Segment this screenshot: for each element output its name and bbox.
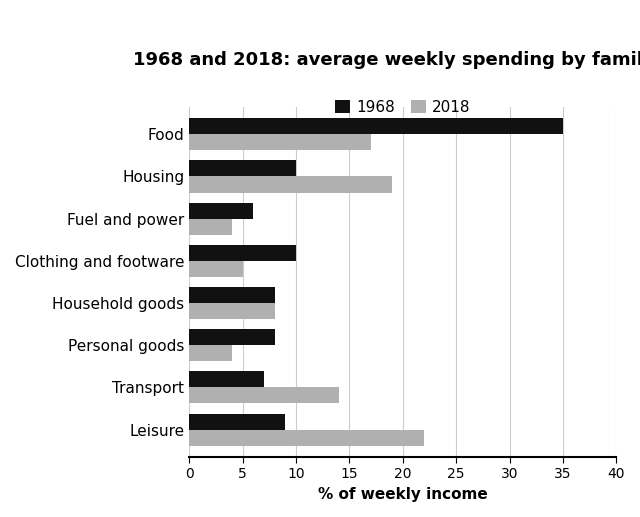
Title: 1968 and 2018: average weekly spending by families: 1968 and 2018: average weekly spending b… <box>133 51 640 69</box>
Bar <box>189 345 232 361</box>
Bar <box>189 371 264 387</box>
Bar <box>189 387 339 403</box>
Bar <box>189 329 275 345</box>
Bar <box>189 118 563 134</box>
Legend: 1968, 2018: 1968, 2018 <box>329 94 477 120</box>
Bar <box>189 160 296 176</box>
Bar <box>189 176 392 192</box>
Bar <box>189 245 296 261</box>
Bar <box>189 261 243 277</box>
Bar <box>189 430 424 446</box>
Bar <box>189 414 285 430</box>
Bar <box>189 287 275 303</box>
Bar <box>189 203 253 219</box>
Bar <box>189 134 371 150</box>
Bar <box>189 303 275 319</box>
X-axis label: % of weekly income: % of weekly income <box>318 487 488 502</box>
Bar <box>189 219 232 235</box>
